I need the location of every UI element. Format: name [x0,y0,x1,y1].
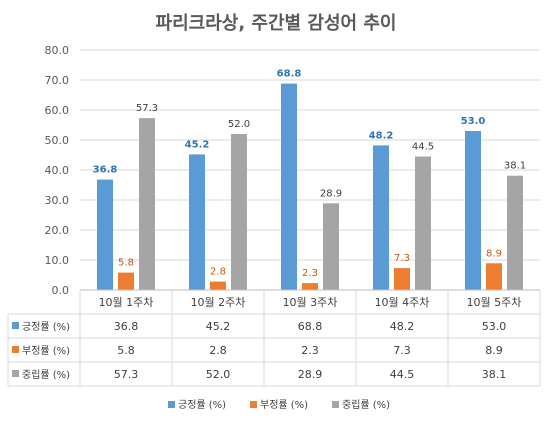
y-tick-label: 0.0 [52,284,70,297]
legend-key [168,401,175,408]
bars [97,83,523,290]
bar [465,131,481,290]
data-label: 2.3 [302,268,318,279]
category-label: 10월 2주차 [191,296,246,309]
table-cell: 68.8 [298,320,323,333]
bar [231,134,247,290]
table-cell: 7.3 [393,344,411,357]
bar [323,203,339,290]
data-label: 8.9 [486,248,502,259]
table-cell: 2.3 [301,344,319,357]
y-tick-label: 60.0 [45,104,70,117]
data-label: 44.5 [412,142,434,153]
bar [373,145,389,290]
y-tick-label: 40.0 [45,164,70,177]
table-cell: 48.2 [390,320,415,333]
y-tick-label: 70.0 [45,74,70,87]
bar [281,83,297,290]
category-label: 10월 5주차 [467,296,522,309]
table-cell: 44.5 [390,368,415,381]
data-label: 5.8 [118,258,134,269]
table-cell: 8.9 [485,344,503,357]
table-cell: 36.8 [114,320,139,333]
data-label: 48.2 [369,130,394,141]
y-tick-label: 30.0 [45,194,70,207]
data-label: 57.3 [136,103,158,114]
table-legend-key [12,370,19,377]
data-label: 52.0 [228,119,250,130]
data-label: 45.2 [185,139,210,150]
data-label: 53.0 [461,116,486,127]
data-label: 7.3 [394,253,410,264]
legend-label: 긍정률 (%) [178,399,226,411]
table-legend-key [12,322,19,329]
y-tick-label: 80.0 [45,44,70,57]
bar [394,268,410,290]
data-label: 36.8 [93,165,118,176]
table-cell: 5.8 [117,344,135,357]
category-label: 10월 3주차 [283,296,338,309]
table-cell: 45.2 [206,320,231,333]
y-axis-ticks: 0.0 10.0 20.0 30.0 40.0 50.0 60.0 70.0 80.0 [45,44,70,297]
legend-key [250,401,257,408]
table-cell: 38.1 [482,368,507,381]
legend-label: 중립률 (%) [342,398,390,411]
data-label: 2.8 [210,267,226,278]
bar [210,281,226,290]
legend-key [332,401,339,408]
table-cell: 57.3 [114,368,139,381]
y-tick-label: 10.0 [45,254,70,267]
bar [302,283,318,290]
table-cell: 2.8 [209,344,227,357]
bar [97,179,113,290]
table-row-label: 부정률 (%) [22,345,70,357]
gridlines [80,49,540,261]
data-label: 28.9 [320,188,342,199]
y-tick-label: 50.0 [45,134,70,147]
bar [415,156,431,290]
table-row-label: 긍정률 (%) [22,321,70,333]
bar [118,272,134,290]
bar [507,175,523,290]
table-cell: 52.0 [206,368,231,381]
legend: 긍정률 (%) 부정률 (%) 중립률 (%) [168,398,390,411]
bar [189,154,205,290]
chart-title: 파리크라상, 주간별 감성어 추이 [156,13,397,34]
data-label: 68.8 [277,69,302,80]
legend-label: 부정률 (%) [260,399,308,411]
category-label: 10월 1주차 [99,296,154,309]
table-legend-key [12,346,19,353]
bar [486,263,502,290]
bar [139,118,155,290]
table-cell: 53.0 [482,320,507,333]
table-row-label: 중립률 (%) [22,368,70,381]
y-tick-label: 20.0 [45,224,70,237]
category-label: 10월 4주차 [375,296,430,309]
table-cell: 28.9 [298,368,323,381]
data-labels: 36.8 5.8 57.3 45.2 2.8 52.0 68.8 2.3 28.9 48.2 7.3… [93,69,526,280]
data-label: 38.1 [504,161,526,172]
